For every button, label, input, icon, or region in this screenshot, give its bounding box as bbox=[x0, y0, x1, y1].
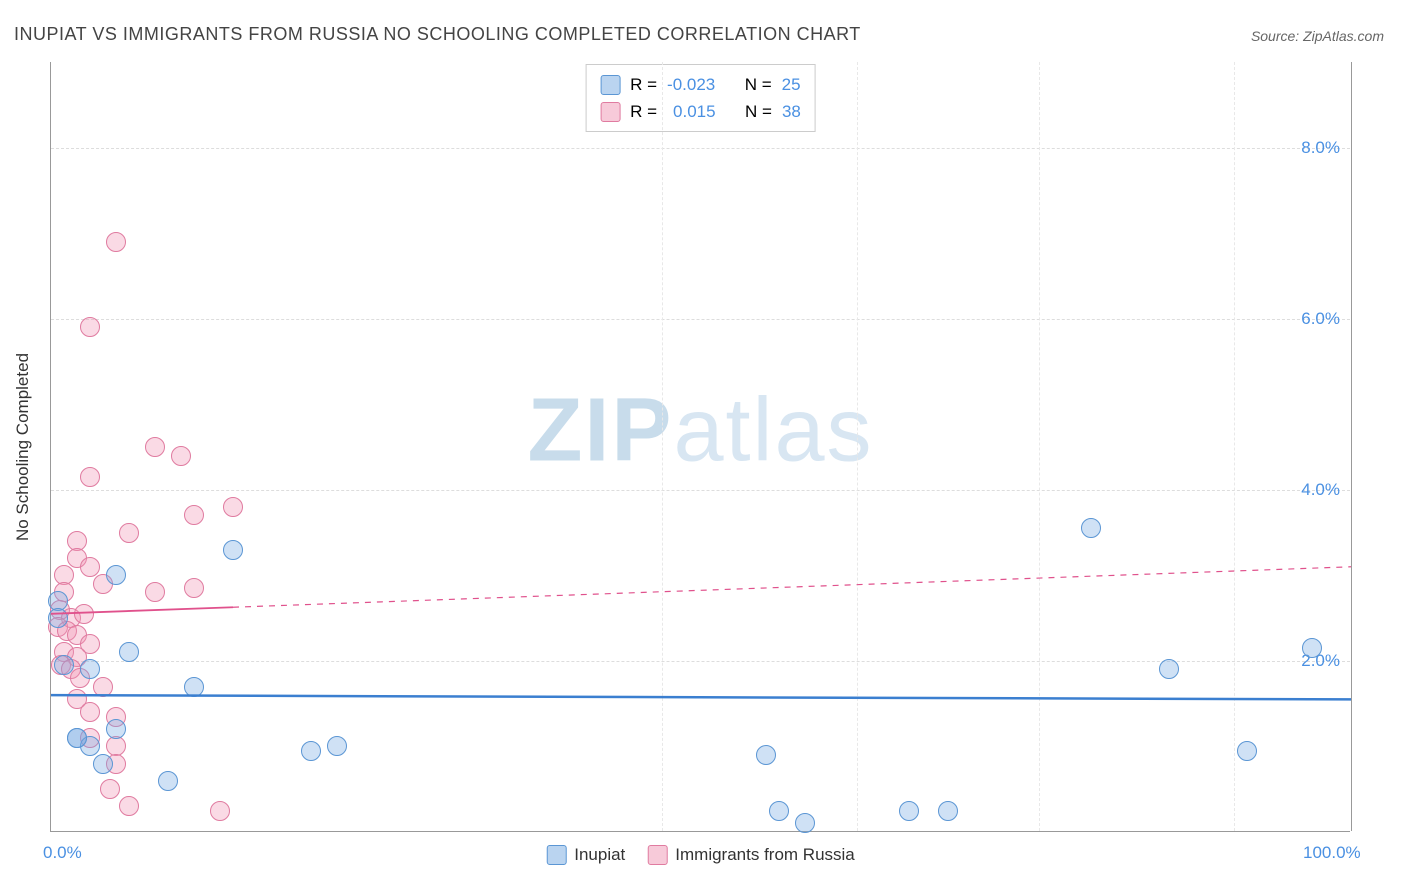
chart-title: INUPIAT VS IMMIGRANTS FROM RUSSIA NO SCH… bbox=[14, 24, 861, 45]
swatch-blue-icon bbox=[600, 75, 620, 95]
source-attribution: Source: ZipAtlas.com bbox=[1251, 28, 1384, 44]
swatch-pink-icon bbox=[647, 845, 667, 865]
series-label-blue: Inupiat bbox=[574, 845, 625, 865]
scatter-point-blue bbox=[80, 659, 100, 679]
scatter-point-pink bbox=[119, 523, 139, 543]
scatter-point-blue bbox=[54, 655, 74, 675]
gridline-v bbox=[1039, 62, 1040, 831]
gridline-h bbox=[51, 490, 1350, 491]
scatter-point-pink bbox=[119, 796, 139, 816]
legend-item-pink: Immigrants from Russia bbox=[647, 845, 854, 865]
scatter-point-pink bbox=[184, 578, 204, 598]
scatter-point-blue bbox=[119, 642, 139, 662]
scatter-point-pink bbox=[100, 779, 120, 799]
legend-correlation: R = -0.023 N = 25 R = 0.015 N = 38 bbox=[585, 64, 816, 132]
scatter-point-blue bbox=[93, 754, 113, 774]
scatter-point-pink bbox=[74, 604, 94, 624]
gridline-v bbox=[857, 62, 858, 831]
r-value-blue: -0.023 bbox=[667, 71, 715, 98]
r-label: R = bbox=[630, 71, 657, 98]
scatter-point-pink bbox=[145, 437, 165, 457]
gridline-v bbox=[1351, 62, 1352, 831]
gridline-h bbox=[51, 148, 1350, 149]
scatter-point-blue bbox=[301, 741, 321, 761]
y-axis-label: No Schooling Completed bbox=[13, 352, 33, 540]
scatter-point-pink bbox=[80, 467, 100, 487]
watermark: ZIPatlas bbox=[527, 380, 873, 483]
scatter-point-pink bbox=[184, 505, 204, 525]
scatter-point-blue bbox=[1237, 741, 1257, 761]
scatter-point-pink bbox=[106, 232, 126, 252]
scatter-point-blue bbox=[1081, 518, 1101, 538]
scatter-point-blue bbox=[795, 813, 815, 833]
scatter-point-blue bbox=[106, 565, 126, 585]
r-value-pink: 0.015 bbox=[667, 98, 716, 125]
scatter-point-blue bbox=[899, 801, 919, 821]
scatter-point-blue bbox=[1159, 659, 1179, 679]
scatter-point-blue bbox=[67, 728, 87, 748]
y-tick-label: 6.0% bbox=[1301, 309, 1340, 329]
swatch-blue-icon bbox=[546, 845, 566, 865]
scatter-point-blue bbox=[223, 540, 243, 560]
gridline-h bbox=[51, 319, 1350, 320]
swatch-pink-icon bbox=[600, 102, 620, 122]
scatter-point-pink bbox=[210, 801, 230, 821]
gridline-v bbox=[1234, 62, 1235, 831]
scatter-point-blue bbox=[938, 801, 958, 821]
gridline-h bbox=[51, 661, 1350, 662]
source-name: ZipAtlas.com bbox=[1303, 28, 1384, 44]
series-label-pink: Immigrants from Russia bbox=[675, 845, 854, 865]
legend-row-blue: R = -0.023 N = 25 bbox=[600, 71, 801, 98]
scatter-point-blue bbox=[756, 745, 776, 765]
n-value-pink: 38 bbox=[782, 98, 801, 125]
scatter-point-blue bbox=[1302, 638, 1322, 658]
scatter-plot-area: No Schooling Completed ZIPatlas R = -0.0… bbox=[50, 62, 1350, 832]
scatter-point-pink bbox=[80, 702, 100, 722]
legend-series: Inupiat Immigrants from Russia bbox=[546, 845, 855, 865]
scatter-point-pink bbox=[93, 677, 113, 697]
scatter-point-pink bbox=[171, 446, 191, 466]
gridline-v bbox=[662, 62, 663, 831]
scatter-point-blue bbox=[327, 736, 347, 756]
y-tick-label: 4.0% bbox=[1301, 480, 1340, 500]
source-prefix: Source: bbox=[1251, 28, 1303, 44]
scatter-point-blue bbox=[769, 801, 789, 821]
n-label: N = bbox=[745, 98, 772, 125]
n-value-blue: 25 bbox=[782, 71, 801, 98]
n-label: N = bbox=[745, 71, 772, 98]
y-tick-label: 8.0% bbox=[1301, 138, 1340, 158]
legend-item-blue: Inupiat bbox=[546, 845, 625, 865]
scatter-point-pink bbox=[145, 582, 165, 602]
scatter-point-blue bbox=[184, 677, 204, 697]
scatter-point-blue bbox=[48, 608, 68, 628]
legend-row-pink: R = 0.015 N = 38 bbox=[600, 98, 801, 125]
scatter-point-pink bbox=[223, 497, 243, 517]
x-tick-label: 100.0% bbox=[1303, 843, 1361, 863]
trend-lines bbox=[51, 62, 1351, 832]
scatter-point-pink bbox=[80, 317, 100, 337]
scatter-point-blue bbox=[106, 719, 126, 739]
scatter-point-pink bbox=[80, 557, 100, 577]
x-tick-label: 0.0% bbox=[43, 843, 82, 863]
r-label: R = bbox=[630, 98, 657, 125]
scatter-point-blue bbox=[158, 771, 178, 791]
